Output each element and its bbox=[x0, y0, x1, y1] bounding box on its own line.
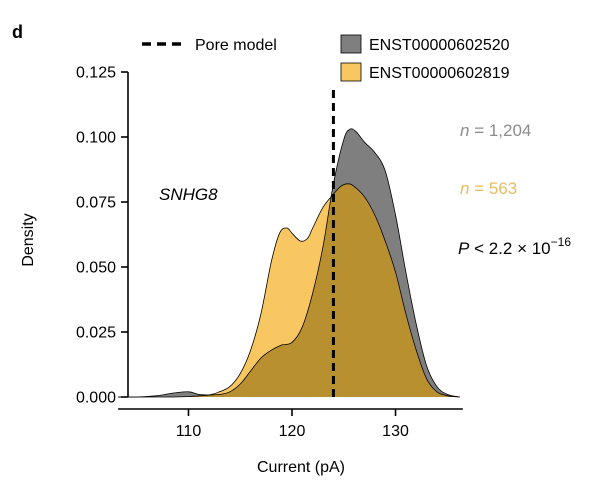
n-series1-symbol: n bbox=[460, 121, 469, 140]
p-value: P < 2.2 × 10−16 bbox=[458, 235, 571, 258]
y-tick-label: 0.100 bbox=[76, 130, 116, 147]
n-series1: n = 1,204 bbox=[460, 121, 531, 140]
y-tick-label: 0.125 bbox=[76, 65, 116, 82]
x-tick-label: 120 bbox=[279, 423, 306, 440]
legend-series2-label: ENST00000602819 bbox=[369, 65, 510, 82]
gene-label: SNHG8 bbox=[159, 185, 218, 204]
y-tick-label: 0.075 bbox=[76, 195, 116, 212]
legend-series1-swatch bbox=[340, 34, 362, 54]
x-axis-title: Current (pA) bbox=[257, 459, 345, 476]
plot-area bbox=[118, 90, 460, 398]
y-tick-label: 0.025 bbox=[76, 325, 116, 342]
x-tick-label: 110 bbox=[176, 423, 202, 440]
n-series2-symbol: n bbox=[460, 179, 469, 198]
n-series2-value: = 563 bbox=[469, 179, 517, 198]
x-axis: 110 120 130 bbox=[118, 408, 463, 440]
n-series2: n = 563 bbox=[460, 179, 517, 198]
panel-letter: d bbox=[12, 22, 23, 42]
n-series1-value: = 1,204 bbox=[469, 121, 531, 140]
legend: Pore model ENST00000602520 ENST000006028… bbox=[142, 34, 510, 82]
p-value-symbol: P bbox=[458, 239, 470, 258]
p-value-text: < 2.2 × 10 bbox=[469, 239, 550, 258]
legend-pore-model-label: Pore model bbox=[195, 37, 277, 54]
y-tick-label: 0.050 bbox=[76, 260, 116, 277]
x-tick-label: 130 bbox=[382, 423, 409, 440]
p-value-exponent: −16 bbox=[551, 235, 572, 249]
y-axis: 0.000 0.025 0.050 0.075 0.100 0.125 bbox=[76, 65, 129, 407]
density-line-series2 bbox=[118, 183, 460, 398]
legend-series1-label: ENST00000602520 bbox=[369, 37, 510, 54]
legend-series2-swatch bbox=[340, 62, 362, 82]
density-line-series1 bbox=[118, 128, 460, 398]
y-tick-label: 0.000 bbox=[76, 390, 116, 407]
y-axis-title: Density bbox=[20, 213, 37, 266]
